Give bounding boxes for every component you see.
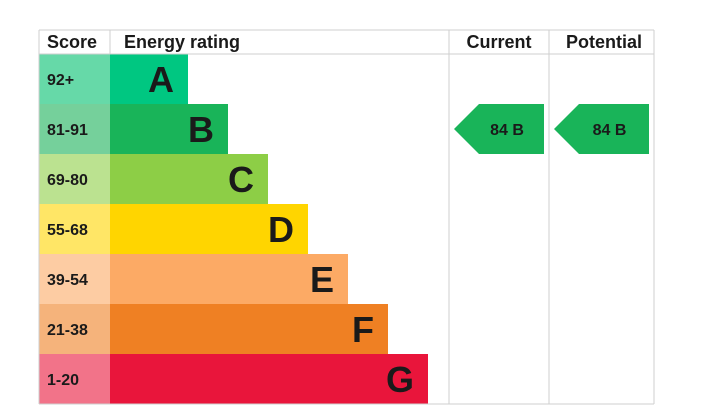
score-label-a: 92+ <box>47 72 74 89</box>
band-bar-d <box>110 204 308 254</box>
band-bar-b <box>110 104 228 154</box>
band-bar-e <box>110 254 348 304</box>
score-cell-f <box>39 304 110 354</box>
current-arrow-label: 84 B <box>490 122 524 139</box>
score-cell-b <box>39 104 110 154</box>
score-label-e: 39-54 <box>47 272 88 289</box>
rating-bands: 92+ A 81-91 B 69-80 C 55-68 D 39-54 E 21-38 F 1-20 G <box>39 54 428 404</box>
score-label-b: 81-91 <box>47 122 88 139</box>
header-current: Current <box>466 32 531 52</box>
band-letter-c: C <box>228 159 254 200</box>
score-cell-d <box>39 204 110 254</box>
score-cell-c <box>39 154 110 204</box>
score-label-f: 21-38 <box>47 322 88 339</box>
band-letter-g: G <box>386 359 414 400</box>
score-label-g: 1-20 <box>47 372 79 389</box>
band-bar-g <box>110 354 428 404</box>
band-letter-e: E <box>310 259 334 300</box>
band-letter-f: F <box>352 309 374 350</box>
score-cell-e <box>39 254 110 304</box>
current-arrow <box>454 104 544 154</box>
potential-arrow <box>554 104 649 154</box>
score-cell-a <box>39 54 110 104</box>
header-potential: Potential <box>566 32 642 52</box>
potential-arrow-label: 84 B <box>593 122 627 139</box>
band-bar-a <box>110 54 188 104</box>
band-letter-d: D <box>268 209 294 250</box>
rating-arrows: 84 B 84 B <box>454 104 649 154</box>
band-letter-a: A <box>148 59 174 100</box>
band-bar-f <box>110 304 388 354</box>
table-gridlines <box>38 29 655 405</box>
header-score: Score <box>47 32 97 52</box>
band-letter-b: B <box>188 109 214 150</box>
score-cell-g <box>39 354 110 404</box>
header-energy-rating: Energy rating <box>124 32 240 52</box>
band-bar-c <box>110 154 268 204</box>
score-label-d: 55-68 <box>47 222 88 239</box>
score-label-c: 69-80 <box>47 172 88 189</box>
